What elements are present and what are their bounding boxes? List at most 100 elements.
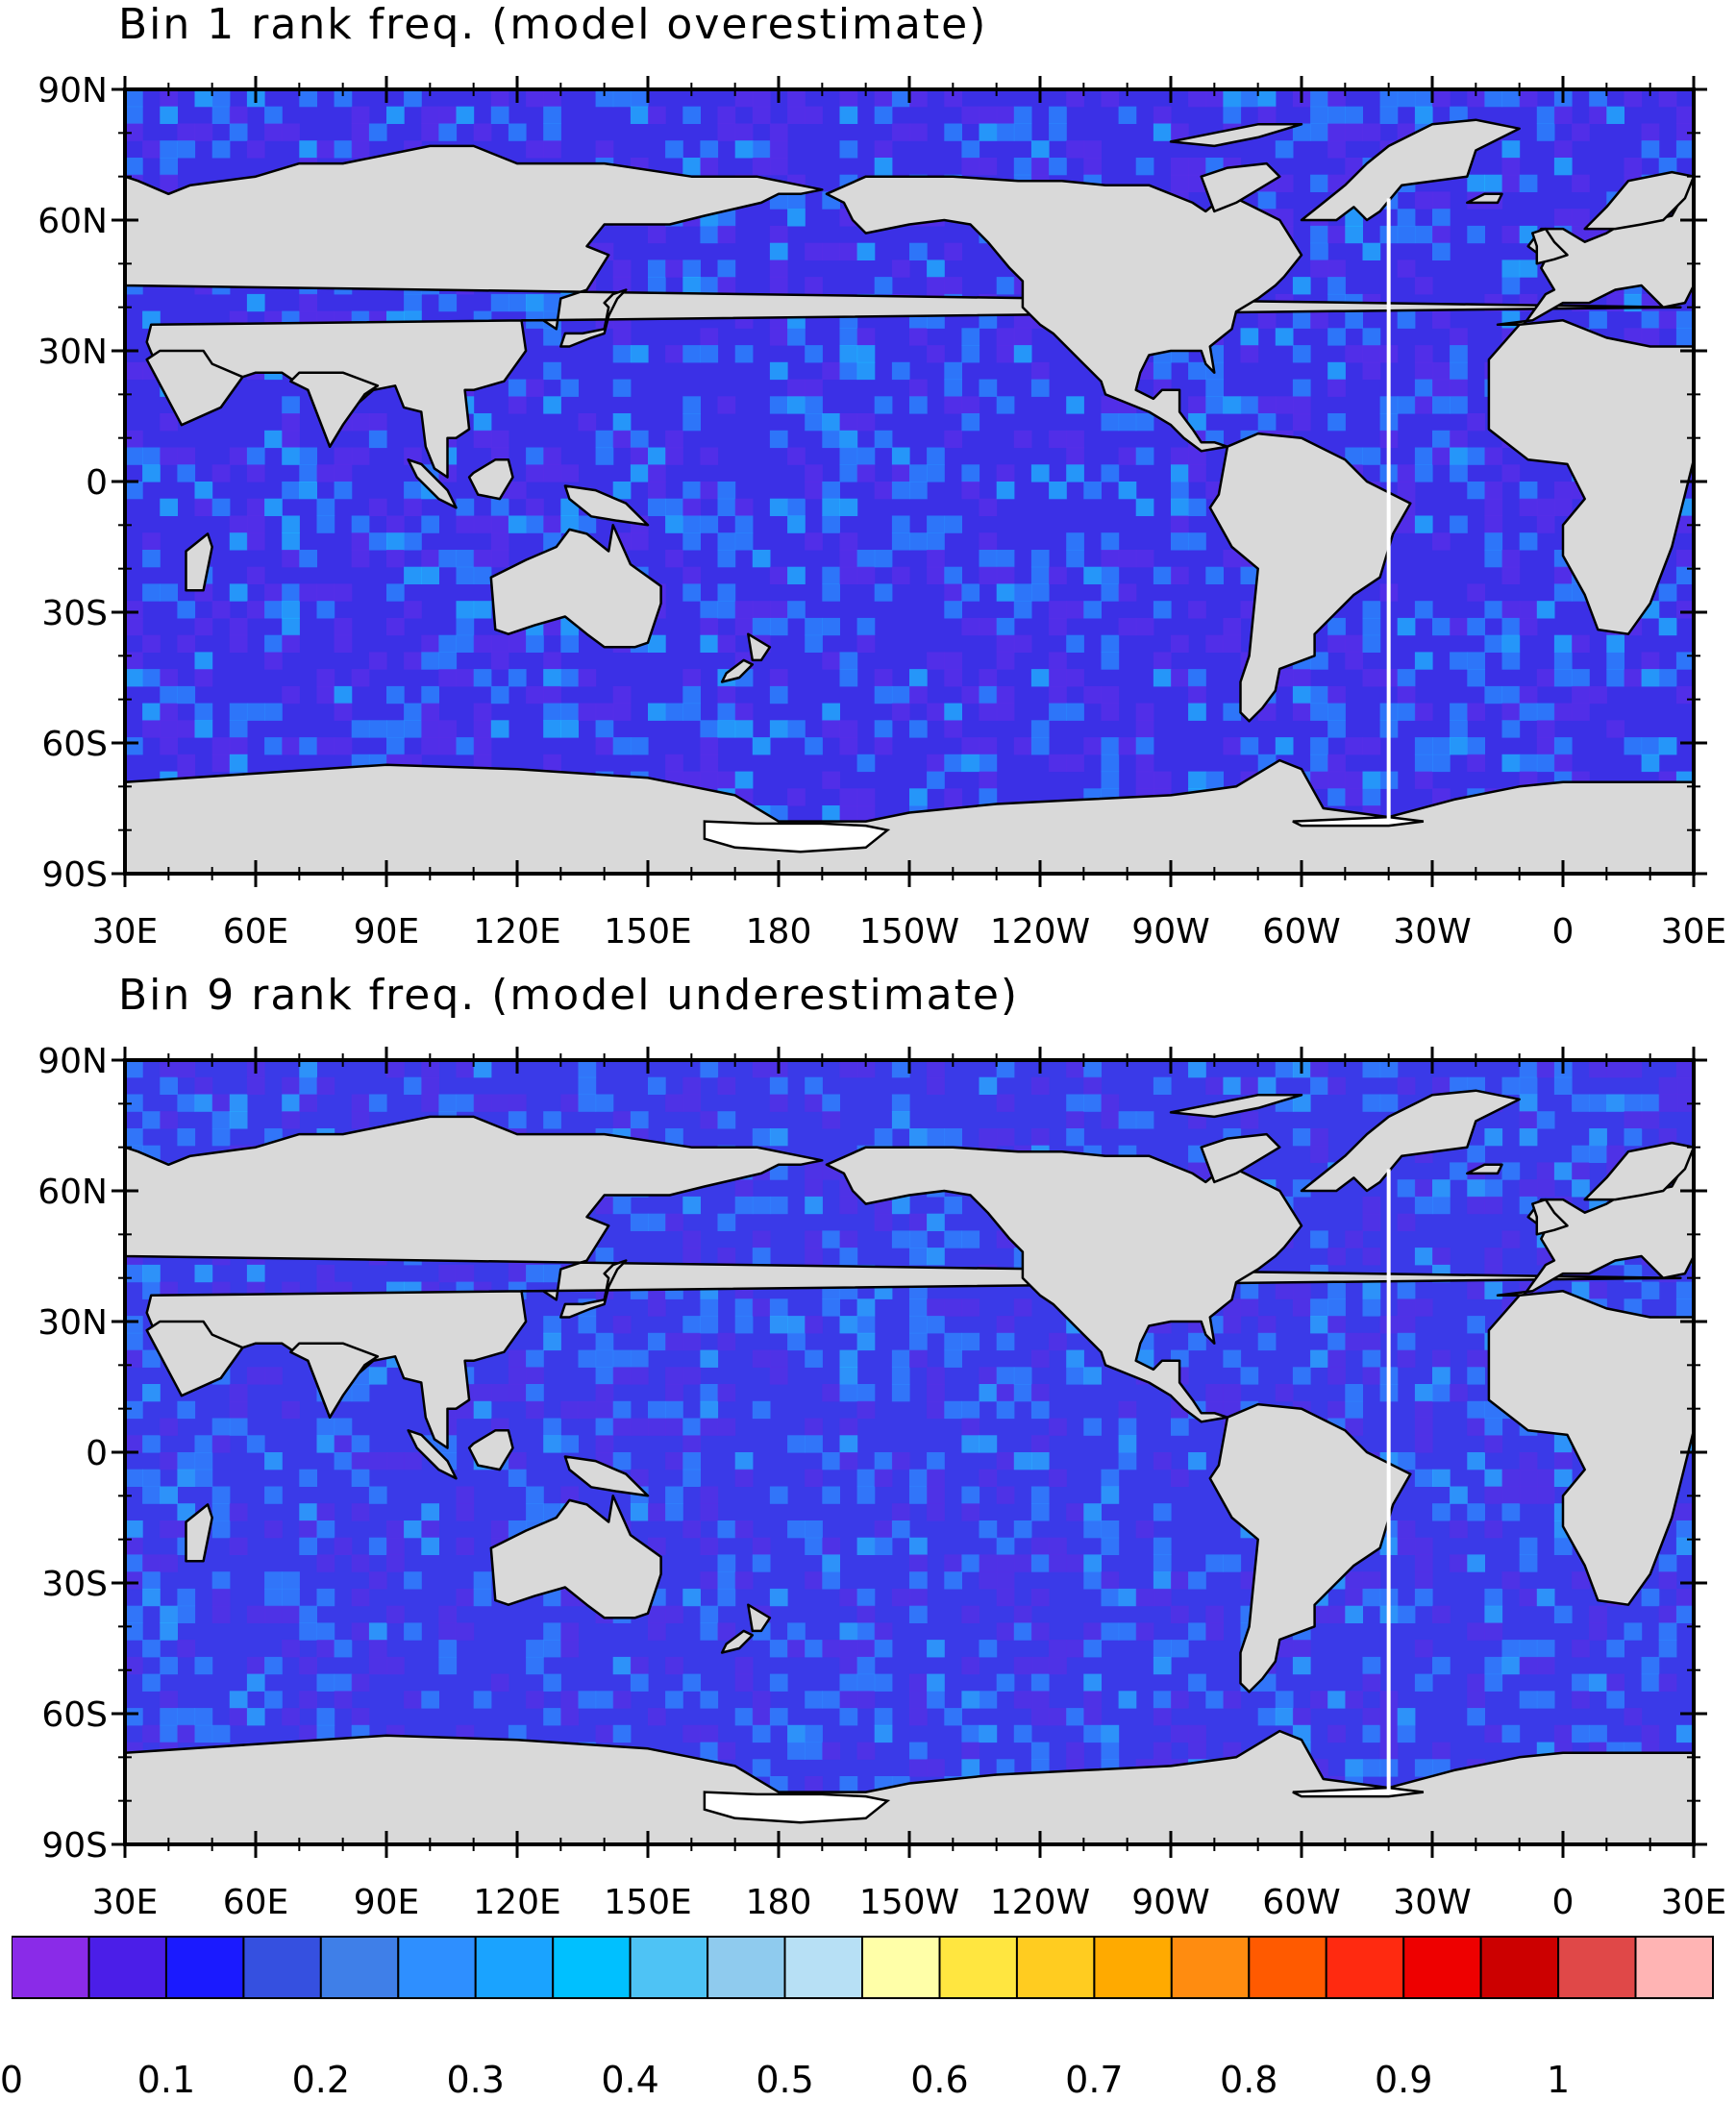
- ice-shelf: [1292, 1786, 1425, 1798]
- lat-label: 90S: [41, 855, 108, 895]
- colorbar-swatch: [938, 1936, 1018, 1999]
- map-panel-bin9: Bin 9 rank freq. (model underestimate) 9…: [0, 971, 1736, 1932]
- colorbar-swatch: [552, 1936, 632, 1999]
- lon-label: 150E: [604, 1883, 691, 1922]
- land-africa: [1487, 319, 1694, 635]
- land-iceland: [1466, 1163, 1503, 1175]
- colorbar-label: 0.2: [291, 2059, 351, 2101]
- lat-label: 60S: [41, 1695, 108, 1735]
- lon-label: 30E: [92, 912, 159, 952]
- colorbar-label: 1: [1546, 2059, 1571, 2101]
- lat-label: 30N: [37, 333, 108, 372]
- colorbar-swatch: [397, 1936, 477, 1999]
- land-arabia: [145, 1320, 244, 1397]
- colorbar-label: 0: [0, 2059, 24, 2101]
- lon-label: 0: [1552, 1883, 1575, 1922]
- land-japan: [559, 288, 628, 348]
- lon-label: 120E: [473, 1883, 560, 1922]
- lat-label: 90N: [37, 71, 108, 111]
- lon-label: 90W: [1131, 1883, 1209, 1922]
- colorbar-swatch: [861, 1936, 941, 1999]
- panel-title: Bin 9 rank freq. (model underestimate): [118, 971, 1020, 1020]
- colorbar-swatch: [707, 1936, 786, 1999]
- lon-label: 180: [746, 1883, 812, 1922]
- land-india: [289, 1342, 380, 1419]
- lon-label: 120E: [473, 912, 560, 952]
- land-antarctica: [125, 1729, 1694, 1844]
- colorbar-swatch: [242, 1936, 322, 1999]
- colorbar: [12, 1936, 1714, 1999]
- land-borneo: [467, 1429, 514, 1471]
- land-baffin: [1200, 161, 1281, 213]
- colorbar-swatch: [1402, 1936, 1482, 1999]
- land-greenland: [1300, 1089, 1521, 1193]
- lon-label: 30W: [1393, 912, 1471, 952]
- land-borneo: [467, 458, 514, 501]
- lon-label: 60E: [223, 1883, 289, 1922]
- land-new-guinea: [563, 1455, 650, 1497]
- map-bin1: 90N 60N 30N 0 30S 60S 90S 30E 60E 90E 120E 150E 180 1…: [37, 71, 1727, 952]
- lon-label: 90E: [354, 1883, 420, 1922]
- lon-label: 0: [1552, 912, 1575, 952]
- colorbar-swatch: [1634, 1936, 1714, 1999]
- land-madagascar: [185, 1503, 213, 1563]
- lon-label: 60W: [1262, 1883, 1340, 1922]
- land-australia: [489, 1495, 662, 1619]
- lon-label: 150E: [604, 912, 691, 952]
- colorbar-swatch: [783, 1936, 863, 1999]
- ice-shelf: [703, 1791, 891, 1824]
- land-baffin: [1200, 1132, 1281, 1184]
- colorbar-swatch: [164, 1936, 245, 1999]
- land-north-america: [825, 175, 1303, 453]
- land-sumatra: [407, 458, 458, 509]
- land-nz-south: [720, 658, 755, 683]
- lon-label: 30E: [1661, 912, 1727, 952]
- land-japan: [559, 1259, 628, 1319]
- map-panel-bin1: Bin 1 rank freq. (model overestimate) 90…: [0, 0, 1736, 971]
- land-new-guinea: [563, 484, 650, 527]
- land-india: [289, 371, 380, 448]
- colorbar-label: 0.7: [1065, 2059, 1124, 2101]
- land-sumatra: [407, 1429, 458, 1480]
- colorbar-swatch: [1170, 1936, 1251, 1999]
- lon-label: 150W: [859, 912, 959, 952]
- land-antarctica: [125, 758, 1694, 874]
- colorbar-label: 0.9: [1374, 2059, 1433, 2101]
- lon-label: 60W: [1262, 912, 1340, 952]
- lat-label: 30N: [37, 1303, 108, 1343]
- colorbar-swatch: [1248, 1936, 1327, 1999]
- lat-label: 30S: [41, 594, 108, 633]
- land-uk: [1531, 227, 1569, 265]
- lon-label: 60E: [223, 912, 289, 952]
- panel-title: Bin 1 rank freq. (model overestimate): [118, 0, 988, 49]
- lat-label: 60S: [41, 725, 108, 764]
- land-scandinavia: [1583, 170, 1694, 231]
- lon-label: 30W: [1393, 1883, 1471, 1922]
- land-australia: [489, 524, 662, 649]
- lon-label: 90E: [354, 912, 420, 952]
- ice-shelf: [1292, 815, 1425, 828]
- ice-shelf: [703, 820, 891, 853]
- land-uk: [1531, 1198, 1569, 1236]
- colorbar-label: 0.5: [756, 2059, 814, 2101]
- land-ellesmere: [1169, 1094, 1303, 1119]
- lon-label: 120W: [990, 912, 1090, 952]
- lat-label: 0: [86, 463, 108, 503]
- land-greenland: [1300, 118, 1521, 222]
- land-madagascar: [185, 532, 213, 592]
- colorbar-swatch: [1557, 1936, 1637, 1999]
- land-scandinavia: [1583, 1141, 1694, 1201]
- colorbar-label: 0.1: [136, 2059, 196, 2101]
- lat-label: 0: [86, 1434, 108, 1473]
- colorbar-label: 0.4: [601, 2059, 659, 2101]
- land-south-america: [1208, 1402, 1412, 1693]
- land-south-america: [1208, 432, 1412, 723]
- colorbar-label: 0.8: [1220, 2059, 1278, 2101]
- lat-label: 30S: [41, 1565, 108, 1604]
- colorbar-swatch: [12, 1936, 90, 1999]
- colorbar-swatch: [1325, 1936, 1405, 1999]
- colorbar-swatch: [1479, 1936, 1560, 1999]
- lat-label: 60N: [37, 1173, 108, 1212]
- lon-label: 180: [746, 912, 812, 952]
- colorbar-swatch: [629, 1936, 709, 1999]
